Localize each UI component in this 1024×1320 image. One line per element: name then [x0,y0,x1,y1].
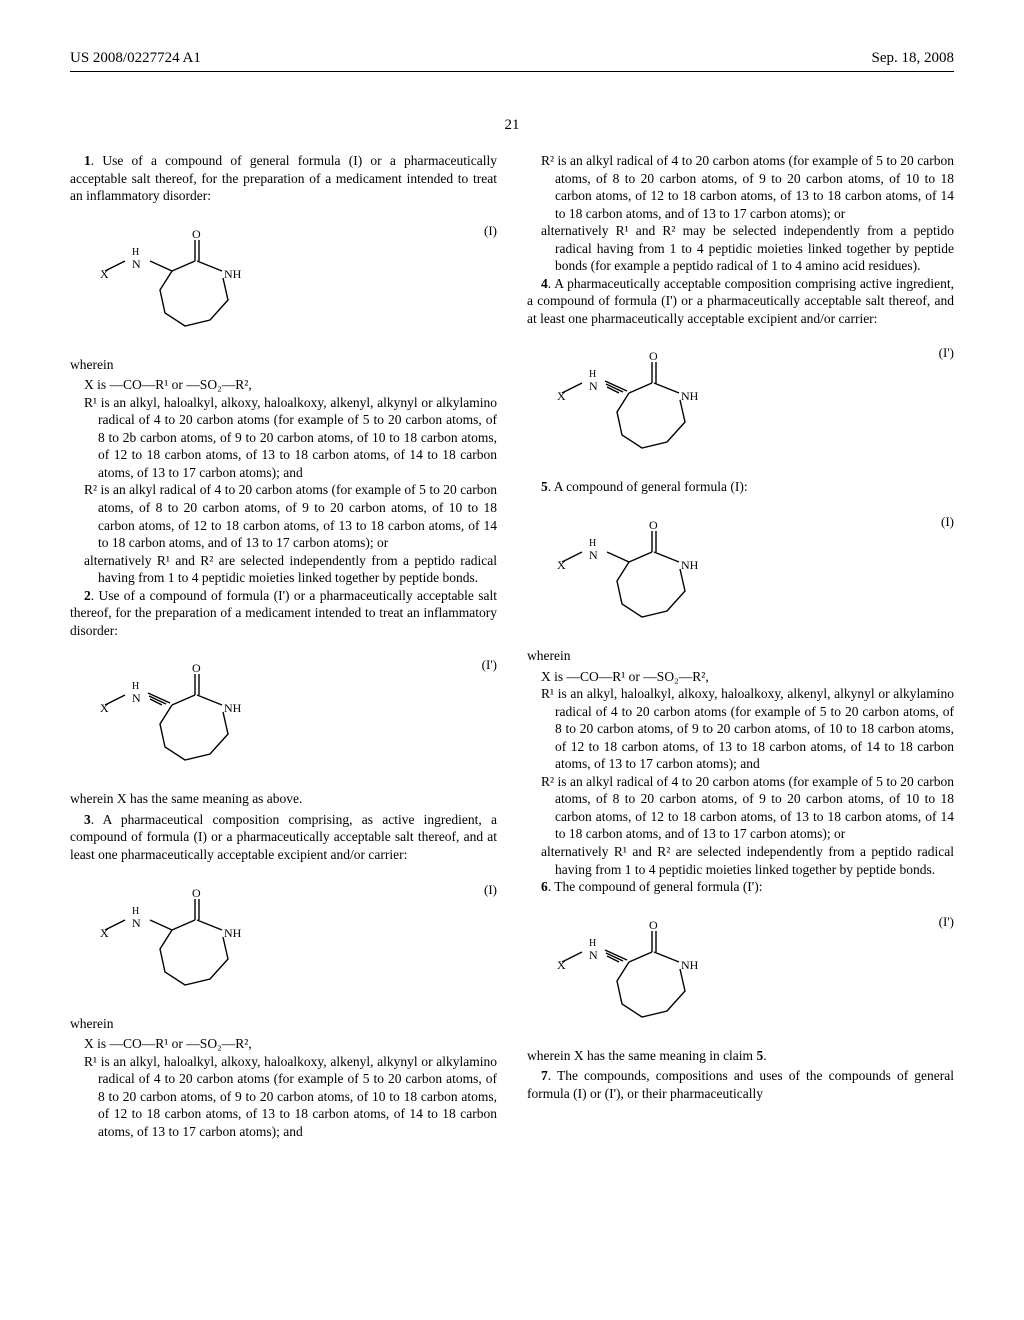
claim-number-7: 7 [541,1068,548,1083]
svg-text:X: X [100,701,109,715]
svg-text:X: X [557,958,566,972]
right-column: R² is an alkyl radical of 4 to 20 carbon… [527,152,954,1140]
claim-number-2: 2 [84,588,91,603]
claim-5: 5. A compound of general formula (I): [527,478,954,496]
svg-text:N: N [589,948,598,962]
chemical-structure-icon: X H N O NH [557,350,727,460]
structure-I-3: (I) X H N O NH [70,882,497,997]
x-definition-5: X is —CO—R¹ or —SO₂—R², [541,668,954,686]
svg-text:X: X [557,558,566,572]
r1-definition-5: R¹ is an alkyl, haloalkyl, alkoxy, haloa… [555,685,954,773]
claim-2: 2. Use of a compound of formula (I') or … [70,587,497,640]
claim-7: 7. The compounds, compositions and uses … [527,1067,954,1102]
formula-label-Ip: (I') [482,657,497,674]
svg-text:O: O [192,887,201,900]
svg-text:NH: NH [681,389,699,403]
svg-text:X: X [100,926,109,940]
wherein-x-2: wherein X has the same meaning as above. [70,790,497,808]
wherein-3: wherein [70,1015,497,1033]
r2-definition-4: R² is an alkyl radical of 4 to 20 carbon… [555,152,954,222]
r2-definition-5: R² is an alkyl radical of 4 to 20 carbon… [555,773,954,843]
svg-text:O: O [192,662,201,675]
svg-text:NH: NH [224,701,242,715]
claim-number-6: 6 [541,879,548,894]
wherein-5: wherein [527,647,954,665]
x-definition-1: X is —CO—R¹ or —SO₂—R², [84,376,497,394]
claim-6: 6. The compound of general formula (I'): [527,878,954,896]
page-number: 21 [505,117,520,134]
wherein-x-6: wherein X has the same meaning in claim … [527,1047,954,1065]
structure-Ip-2: (I') X H N O NH [70,657,497,772]
svg-text:N: N [132,691,141,705]
svg-text:N: N [589,548,598,562]
formula-label-Ip-6: (I') [939,914,954,931]
svg-text:X: X [557,389,566,403]
structure-Ip-4: (I') X H N O NH [527,345,954,460]
claim-4: 4. A pharmaceutically acceptable composi… [527,275,954,328]
alt-definition-5: alternatively R¹ and R² are selected ind… [555,843,954,878]
claim-number-1: 1 [84,153,91,168]
claim-number-3: 3 [84,812,91,827]
r2-definition-1: R² is an alkyl radical of 4 to 20 carbon… [98,481,497,551]
claim-number-5: 5 [541,479,548,494]
left-column: 1. Use of a compound of general formula … [70,152,497,1140]
svg-text:O: O [649,919,658,932]
svg-text:NH: NH [224,926,242,940]
formula-label-I-3: (I) [484,882,497,899]
svg-text:X: X [100,267,109,281]
content-columns: 1. Use of a compound of general formula … [70,152,954,1140]
claim-number-4: 4 [541,276,548,291]
formula-label-I-5: (I) [941,514,954,531]
formula-label-Ip-4: (I') [939,345,954,362]
svg-text:N: N [132,257,141,271]
r1-definition-3: R¹ is an alkyl, haloalkyl, alkoxy, haloa… [98,1053,497,1141]
structure-Ip-6: (I') X H N O NH [527,914,954,1029]
svg-text:O: O [649,350,658,363]
structure-I-1: (I) X H N O NH [70,223,497,338]
structure-I-5: (I) X H N O NH [527,514,954,629]
chemical-structure-icon: X H N O NH [557,519,727,629]
publication-number: US 2008/0227724 A1 [70,50,201,67]
claim-1: 1. Use of a compound of general formula … [70,152,497,205]
chemical-structure-icon: X H N O NH [100,887,270,997]
svg-text:N: N [589,379,598,393]
svg-text:NH: NH [681,958,699,972]
chemical-structure-icon: X H N O NH [100,662,270,772]
svg-text:NH: NH [681,558,699,572]
chemical-structure-icon: X H N O NH [557,919,727,1029]
svg-text:O: O [192,228,201,241]
wherein-1: wherein [70,356,497,374]
publication-date: Sep. 18, 2008 [872,50,955,67]
svg-text:O: O [649,519,658,532]
claim-3: 3. A pharmaceutical composition comprisi… [70,811,497,864]
page-header: US 2008/0227724 A1 Sep. 18, 2008 [70,50,954,72]
svg-text:NH: NH [224,267,242,281]
formula-label-I: (I) [484,223,497,240]
chemical-structure-icon: X H N O NH [100,228,270,338]
alt-definition-1: alternatively R¹ and R² are selected ind… [98,552,497,587]
x-definition-3: X is —CO—R¹ or —SO₂—R², [84,1035,497,1053]
alt-definition-4: alternatively R¹ and R² may be selected … [555,222,954,275]
svg-text:N: N [132,916,141,930]
r1-definition-1: R¹ is an alkyl, haloalkyl, alkoxy, haloa… [98,394,497,482]
